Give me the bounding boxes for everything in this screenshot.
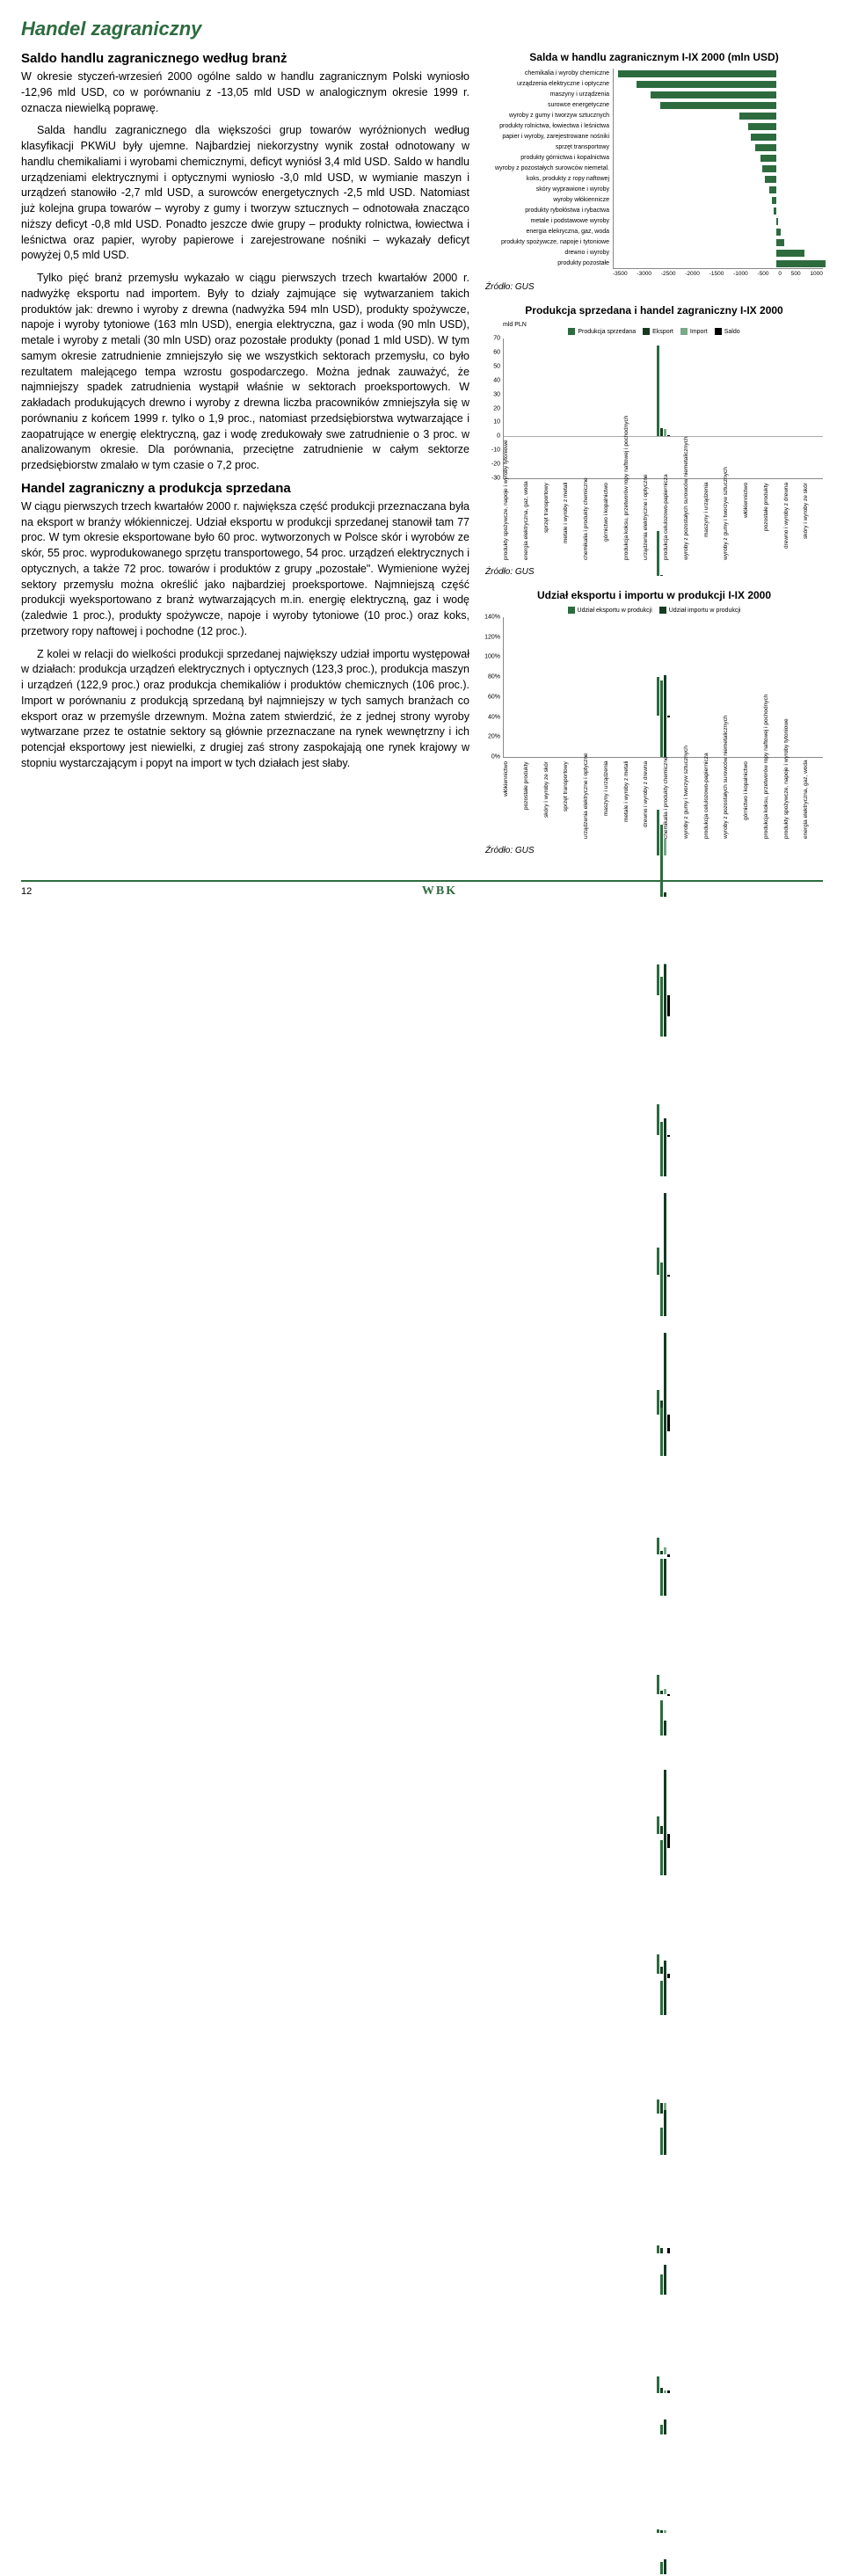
two-column-layout: Saldo handlu zagranicznego według branż … <box>21 51 823 868</box>
paragraph-3: Tylko pięć branż przemysłu wykazało w ci… <box>21 271 469 474</box>
export-import-share-chart: Udział eksportu i importu w produkcji I-… <box>485 589 823 855</box>
paragraph-2: Salda handlu zagranicznego dla większośc… <box>21 123 469 264</box>
chart-1-plot: chemikalia i wyroby chemiczneurządzenia … <box>485 69 823 277</box>
chart-1-title: Salda w handlu zagranicznym I-IX 2000 (m… <box>485 51 823 63</box>
wbk-logo: WBK <box>422 884 457 899</box>
page-title: Handel zagraniczny <box>21 18 823 40</box>
paragraph-5: Z kolei w relacji do wielkości produkcji… <box>21 647 469 772</box>
chart-2-plot: -30-20-10010203040506070 <box>503 338 823 479</box>
chart-2-legend: Produkcja sprzedanaEksportImportSaldo <box>485 328 823 335</box>
chart-2-ylabel: mld PLN <box>503 322 823 328</box>
chart-2-xlabels: produkty spożywcze, napoje i wyroby tyto… <box>503 483 823 562</box>
paragraph-4: W ciągu pierwszych trzech kwartałów 2000… <box>21 499 469 640</box>
section-1-title: Saldo handlu zagranicznego według branż <box>21 51 469 66</box>
section-2-title: Handel zagraniczny a produkcja sprzedana <box>21 481 469 496</box>
paragraph-1: W okresie styczeń-wrzesień 2000 ogólne s… <box>21 69 469 116</box>
chart-3-plot: 0%20%40%60%80%100%120%140% <box>503 617 823 758</box>
chart-2-title: Produkcja sprzedana i handel zagraniczny… <box>485 304 823 317</box>
page-number: 12 <box>21 886 56 897</box>
chart-1-source: Źródło: GUS <box>485 282 823 292</box>
chart-3-xlabels: włókiennictwopozostałe produktyskóry i w… <box>503 761 823 840</box>
text-column: Saldo handlu zagranicznego według branż … <box>21 51 469 868</box>
balance-chart: Salda w handlu zagranicznym I-IX 2000 (m… <box>485 51 823 292</box>
production-trade-chart: Produkcja sprzedana i handel zagraniczny… <box>485 304 823 577</box>
charts-column: Salda w handlu zagranicznym I-IX 2000 (m… <box>485 51 823 868</box>
